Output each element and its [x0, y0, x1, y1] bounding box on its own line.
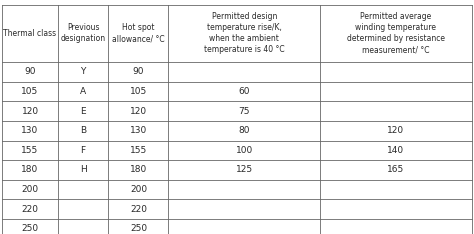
Text: 120: 120 — [387, 126, 404, 135]
Text: 75: 75 — [238, 107, 250, 116]
Text: Permitted design
temperature rise/K,
when the ambient
temperature is 40 °C: Permitted design temperature rise/K, whe… — [204, 12, 284, 55]
Text: 100: 100 — [236, 146, 253, 155]
Text: H: H — [80, 165, 86, 175]
Text: 105: 105 — [130, 87, 147, 96]
Text: 155: 155 — [130, 146, 147, 155]
Text: 80: 80 — [238, 126, 250, 135]
Text: 220: 220 — [21, 205, 38, 214]
Text: E: E — [80, 107, 86, 116]
Text: A: A — [80, 87, 86, 96]
Text: 125: 125 — [236, 165, 253, 175]
Text: 250: 250 — [21, 224, 38, 233]
Text: Permitted average
winding temperature
determined by resistance
measurement/ °C: Permitted average winding temperature de… — [347, 12, 445, 55]
Text: F: F — [81, 146, 86, 155]
Text: Hot spot
allowance/ °C: Hot spot allowance/ °C — [112, 23, 165, 43]
Text: 220: 220 — [130, 205, 147, 214]
Text: 165: 165 — [387, 165, 404, 175]
Text: 180: 180 — [21, 165, 39, 175]
Text: 120: 120 — [21, 107, 38, 116]
Text: 105: 105 — [21, 87, 39, 96]
Text: Thermal class: Thermal class — [3, 29, 56, 38]
Text: 130: 130 — [21, 126, 39, 135]
Text: 140: 140 — [387, 146, 404, 155]
Text: 90: 90 — [133, 67, 144, 76]
Text: 180: 180 — [130, 165, 147, 175]
Text: 200: 200 — [130, 185, 147, 194]
Text: B: B — [80, 126, 86, 135]
Text: 155: 155 — [21, 146, 39, 155]
Text: 120: 120 — [130, 107, 147, 116]
Text: 130: 130 — [130, 126, 147, 135]
Text: 250: 250 — [130, 224, 147, 233]
Text: Y: Y — [81, 67, 86, 76]
Text: 90: 90 — [24, 67, 36, 76]
Text: 200: 200 — [21, 185, 38, 194]
Text: Previous
designation: Previous designation — [61, 23, 106, 43]
Text: 60: 60 — [238, 87, 250, 96]
